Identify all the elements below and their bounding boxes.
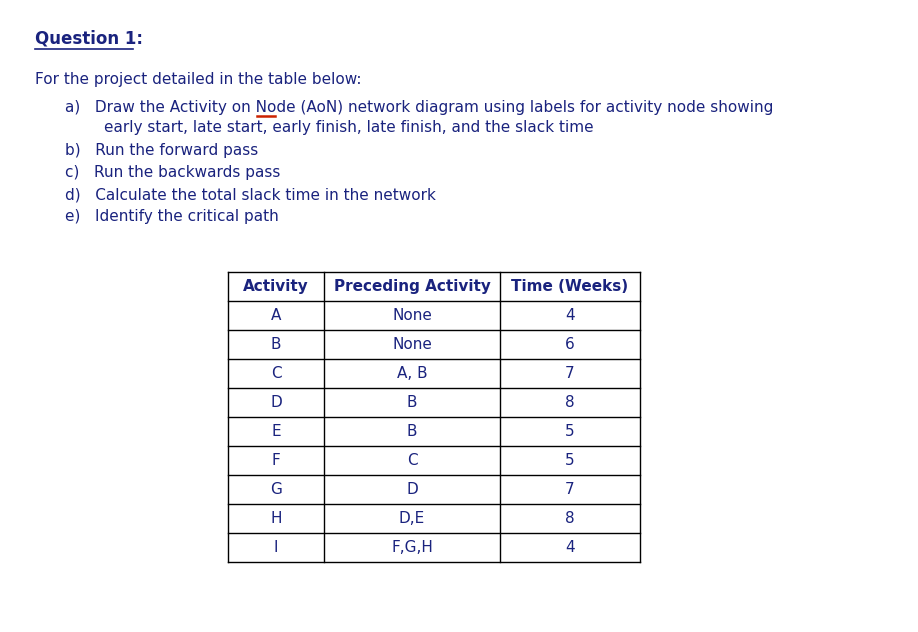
Text: B: B: [407, 424, 418, 439]
Text: e)   Identify the critical path: e) Identify the critical path: [65, 209, 279, 224]
Text: F: F: [272, 453, 280, 468]
Text: a)   Draw the Activity on Node (AoN) network diagram using labels for activity n: a) Draw the Activity on Node (AoN) netwo…: [65, 100, 773, 115]
Text: 7: 7: [565, 366, 575, 381]
Text: C: C: [407, 453, 418, 468]
Text: Question 1:: Question 1:: [35, 30, 143, 48]
Text: 4: 4: [565, 308, 575, 323]
Text: G: G: [270, 482, 282, 497]
Text: H: H: [270, 511, 282, 526]
Text: c)   Run the backwards pass: c) Run the backwards pass: [65, 165, 280, 180]
Text: I: I: [274, 540, 278, 555]
Text: D: D: [270, 395, 282, 410]
Text: D: D: [406, 482, 418, 497]
Text: 7: 7: [565, 482, 575, 497]
Text: early start, late start, early finish, late finish, and the slack time: early start, late start, early finish, l…: [65, 120, 594, 135]
Text: None: None: [392, 308, 432, 323]
Text: E: E: [271, 424, 281, 439]
Text: Preceding Activity: Preceding Activity: [333, 279, 490, 294]
Text: d)   Calculate the total slack time in the network: d) Calculate the total slack time in the…: [65, 187, 436, 202]
Text: C: C: [271, 366, 281, 381]
Text: 8: 8: [565, 395, 575, 410]
Text: A: A: [271, 308, 281, 323]
Text: 5: 5: [565, 453, 575, 468]
Text: 6: 6: [565, 337, 575, 352]
Text: None: None: [392, 337, 432, 352]
Text: B: B: [271, 337, 281, 352]
Text: 4: 4: [565, 540, 575, 555]
Text: B: B: [407, 395, 418, 410]
Text: A, B: A, B: [397, 366, 427, 381]
Text: For the project detailed in the table below:: For the project detailed in the table be…: [35, 72, 362, 87]
Text: F,G,H: F,G,H: [391, 540, 433, 555]
Text: D,E: D,E: [399, 511, 425, 526]
Text: Activity: Activity: [243, 279, 308, 294]
Text: 8: 8: [565, 511, 575, 526]
Text: Time (Weeks): Time (Weeks): [511, 279, 629, 294]
Text: 5: 5: [565, 424, 575, 439]
Text: b)   Run the forward pass: b) Run the forward pass: [65, 143, 258, 158]
